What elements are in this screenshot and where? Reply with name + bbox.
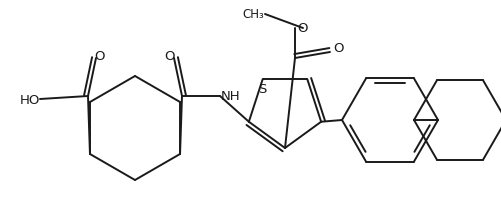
Text: O: O — [298, 22, 308, 36]
Text: O: O — [334, 42, 344, 56]
Text: O: O — [95, 50, 105, 63]
Text: O: O — [165, 50, 175, 63]
Text: NH: NH — [221, 90, 241, 103]
Text: HO: HO — [20, 94, 40, 106]
Text: S: S — [259, 83, 267, 96]
Text: CH₃: CH₃ — [242, 8, 264, 21]
